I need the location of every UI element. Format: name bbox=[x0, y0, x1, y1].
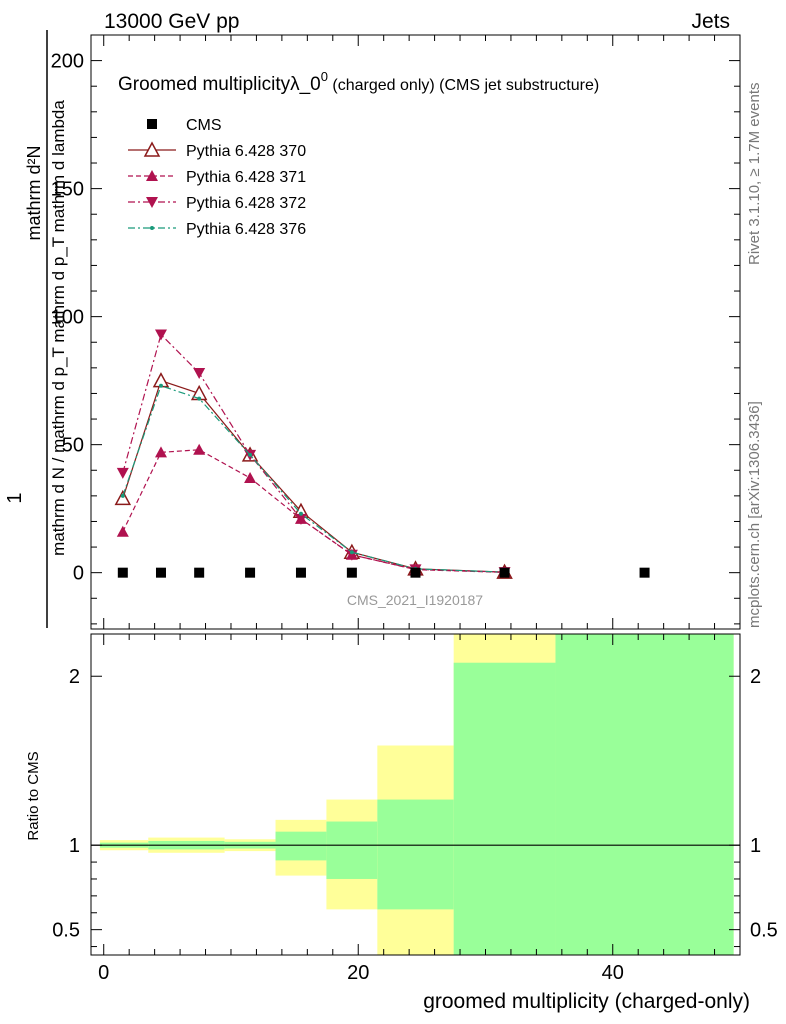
ratio-ylabel: Ratio to CMS bbox=[25, 751, 42, 840]
ratio-tick-label: 0.5 bbox=[750, 920, 778, 942]
cms-point bbox=[245, 567, 256, 578]
legend-marker bbox=[147, 119, 157, 129]
y-tick-label: 0 bbox=[73, 563, 84, 585]
series-point bbox=[248, 452, 253, 457]
series-point bbox=[154, 329, 167, 341]
mcplots-label: mcplots.cern.ch [arXiv:1306.3436] bbox=[746, 401, 763, 628]
ratio-tick-label: 1 bbox=[69, 835, 80, 857]
ratio-plot: 0 20 40 0.5 0.5 1 1 2 2 Ratio to CMS groomed mul… bbox=[25, 633, 778, 1013]
legend-marker bbox=[146, 170, 158, 181]
series-point bbox=[154, 446, 167, 458]
legend-label: Pythia 6.428 371 bbox=[186, 169, 306, 186]
series-layer bbox=[114, 329, 650, 579]
ratio-band-green bbox=[555, 634, 734, 955]
ratio-plot-frame bbox=[90, 633, 741, 956]
legend-marker bbox=[146, 197, 158, 208]
series-point bbox=[197, 396, 202, 401]
title-superscript: 0 bbox=[321, 69, 328, 84]
series-point bbox=[116, 467, 129, 479]
ratio-tick-label: 2 bbox=[750, 666, 761, 688]
main-axis-ticks: 0 50 100 150 200 bbox=[51, 34, 740, 629]
cms-point bbox=[155, 567, 166, 578]
cms-point bbox=[346, 567, 357, 578]
cms-point bbox=[639, 567, 650, 578]
title-main: Groomed multiplicityλ_0 bbox=[118, 74, 321, 95]
y-tick-label: 100 bbox=[51, 307, 84, 329]
series-point bbox=[116, 525, 129, 537]
series-point bbox=[114, 489, 132, 506]
series-point bbox=[120, 493, 125, 498]
series-point bbox=[349, 550, 354, 555]
ratio-tick-label: 2 bbox=[69, 666, 80, 688]
series-point bbox=[193, 367, 206, 379]
legend-label: Pythia 6.428 372 bbox=[186, 195, 306, 212]
ratio-tick-label: 1 bbox=[750, 835, 761, 857]
y-tick-label: 50 bbox=[62, 435, 84, 457]
header-left: 13000 GeV pp bbox=[104, 10, 239, 33]
series-point bbox=[294, 513, 307, 525]
ylabel-denominator: mathrm d N / mathrm d p_T mathrm d p_T m… bbox=[49, 100, 68, 556]
series-point bbox=[244, 471, 257, 483]
series-point bbox=[298, 511, 303, 516]
ratio-band-green bbox=[453, 662, 556, 955]
title-suffix: (charged only) (CMS jet substructure) bbox=[328, 77, 599, 94]
ratio-axis-ticks: 0 20 40 0.5 0.5 1 1 2 2 bbox=[52, 634, 778, 984]
x-tick-label: 0 bbox=[98, 962, 109, 984]
legend-label: Pythia 6.428 370 bbox=[186, 143, 306, 160]
x-tick-label: 20 bbox=[347, 962, 369, 984]
series-point bbox=[193, 443, 206, 455]
y-tick-label: 200 bbox=[51, 51, 84, 73]
legend-label: Pythia 6.428 376 bbox=[186, 221, 306, 238]
svg-text:Groomed multiplicityλ_00 (char: Groomed multiplicityλ_00 (charged only) … bbox=[118, 69, 599, 95]
ylabel-top: 1 bbox=[4, 492, 26, 503]
ratio-bands bbox=[91, 634, 740, 955]
ratio-band-green bbox=[326, 821, 378, 879]
rivet-label: Rivet 3.1.10, ≥ 1.7M events bbox=[746, 83, 763, 266]
main-plot-frame bbox=[90, 34, 741, 630]
watermark: CMS_2021_I1920187 bbox=[347, 592, 483, 608]
side-text: Rivet 3.1.10, ≥ 1.7M events mcplots.cern… bbox=[746, 83, 763, 629]
legend: CMS Pythia 6.428 370 Pythia 6.428 371 Pythi… bbox=[128, 117, 306, 238]
series-line bbox=[122, 333, 505, 573]
ratio-band-green bbox=[275, 831, 327, 861]
legend-label: CMS bbox=[186, 117, 222, 134]
series-line bbox=[122, 385, 505, 573]
legend-marker bbox=[150, 226, 154, 230]
legend-marker bbox=[143, 141, 161, 157]
cms-point bbox=[410, 567, 421, 578]
y-axis-label: 1 mathrm d²N mathrm d N / mathrm d p_T m… bbox=[4, 30, 68, 628]
cms-point bbox=[117, 567, 128, 578]
plot-title: Groomed multiplicityλ_00 (charged only) … bbox=[118, 69, 599, 95]
x-tick-label: 40 bbox=[602, 962, 624, 984]
cms-point bbox=[499, 567, 510, 578]
cms-point bbox=[295, 567, 306, 578]
y-tick-label: 150 bbox=[51, 179, 84, 201]
ratio-tick-label: 0.5 bbox=[52, 920, 80, 942]
ratio-band-green bbox=[377, 799, 454, 910]
x-axis-label: groomed multiplicity (charged-only) bbox=[423, 990, 750, 1013]
cms-point bbox=[194, 567, 205, 578]
header-right: Jets bbox=[691, 10, 730, 33]
ylabel-numerator: mathrm d²N bbox=[24, 145, 44, 240]
series-line bbox=[122, 449, 505, 574]
series-point bbox=[158, 383, 163, 388]
series-line bbox=[122, 379, 505, 573]
